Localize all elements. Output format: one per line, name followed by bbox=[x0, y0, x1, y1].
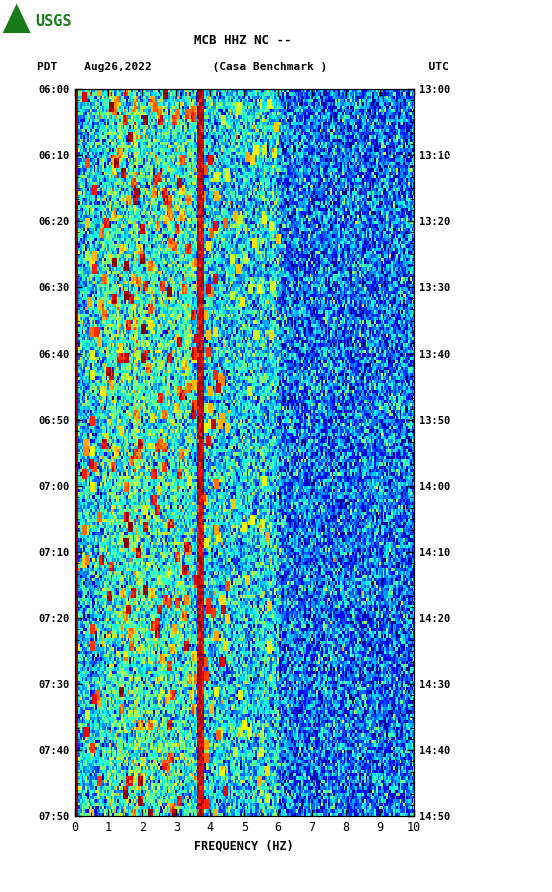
Text: PDT    Aug26,2022         (Casa Benchmark )               UTC: PDT Aug26,2022 (Casa Benchmark ) UTC bbox=[37, 62, 449, 72]
Text: MCB HHZ NC --: MCB HHZ NC -- bbox=[194, 34, 291, 46]
X-axis label: FREQUENCY (HZ): FREQUENCY (HZ) bbox=[194, 839, 294, 853]
Text: USGS: USGS bbox=[35, 13, 72, 29]
Polygon shape bbox=[3, 4, 30, 33]
